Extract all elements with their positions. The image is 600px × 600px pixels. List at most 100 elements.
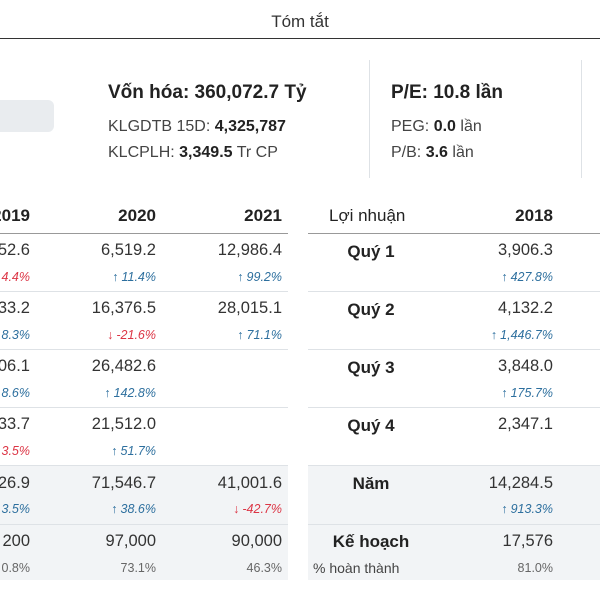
- revenue-cell: 33.2: [0, 299, 30, 317]
- change-text: 1,446.7%: [500, 328, 553, 342]
- tab-underline: [0, 38, 600, 39]
- change-text: 142.8%: [113, 386, 156, 400]
- revenue-cell: 97,000: [105, 532, 156, 550]
- plan-value: 17,576: [502, 532, 553, 550]
- profit-change: ↑ 1,446.7%: [491, 328, 553, 342]
- profit-header-label: Lợi nhuận: [329, 206, 406, 225]
- change-text: 46.3%: [246, 561, 282, 575]
- profit-total-shade: [308, 466, 600, 580]
- arrow-down-icon: ↓: [107, 328, 114, 342]
- revenue-cell: 200: [2, 532, 30, 550]
- change-text: 3.5%: [1, 502, 31, 516]
- klgdtb-line: KLGDTB 15D: 4,325,787: [108, 118, 286, 136]
- summary-tab-title[interactable]: Tóm tắt: [271, 12, 329, 31]
- change-text: 99.2%: [246, 270, 282, 284]
- revenue-change: ↓ -42.7%: [233, 502, 282, 516]
- revenue-change: ↓3.5%: [0, 444, 31, 458]
- revenue-change: ↑ 71.1%: [237, 328, 282, 342]
- peg-line: PEG: 0.0 lần: [391, 118, 482, 136]
- change-text: 427.8%: [510, 270, 553, 284]
- klcplh-unit: Tr CP: [236, 144, 278, 161]
- row-divider: [0, 465, 288, 466]
- revenue-cell: 52.6: [0, 241, 30, 259]
- revenue-change: ↑ 38.6%: [111, 502, 156, 516]
- revenue-cell: 16,376.5: [91, 299, 156, 317]
- market-cap: Vốn hóa: 360,072.7 Tỷ: [108, 82, 307, 103]
- arrow-up-icon: ↑: [104, 386, 111, 400]
- change-text: 0.8%: [1, 561, 31, 575]
- change-text: 8.6%: [1, 386, 31, 400]
- klgdtb-value: 4,325,787: [214, 118, 286, 135]
- revenue-cell: 90,000: [231, 532, 282, 550]
- year-header-2019[interactable]: 2019: [0, 206, 30, 225]
- change-text: -42.7%: [242, 502, 282, 516]
- arrow-up-icon: ↑: [501, 270, 508, 284]
- change-text: 4.4%: [1, 270, 31, 284]
- profit-change: ↑ 913.3%: [501, 502, 553, 516]
- profit-header-rule: [308, 233, 600, 234]
- row-divider: [308, 349, 600, 350]
- klgdtb-label: KLGDTB 15D:: [108, 118, 211, 135]
- profit-row-label: Quý 2: [347, 300, 395, 319]
- completion-label: % hoàn thành: [313, 560, 400, 576]
- profit-change: ↑ 427.8%: [501, 270, 553, 284]
- arrow-up-icon: ↑: [112, 270, 119, 284]
- revenue-change: ↑8.6%: [0, 386, 31, 400]
- profit-change: ↑ 175.7%: [501, 386, 553, 400]
- row-divider: [0, 291, 288, 292]
- revenue-cell: 26.9: [0, 474, 30, 492]
- pb-unit: lần: [452, 144, 474, 161]
- arrow-up-icon: ↑: [490, 328, 498, 342]
- row-divider: [0, 524, 288, 525]
- change-text: 175.7%: [510, 386, 553, 400]
- row-divider: [0, 349, 288, 350]
- revenue-cell: 71,546.7: [91, 474, 156, 492]
- revenue-change: ↑8.3%: [0, 328, 31, 342]
- profit-row-label: Năm: [352, 474, 390, 493]
- pb-line: P/B: 3.6 lần: [391, 144, 474, 162]
- arrow-up-icon: ↑: [111, 502, 118, 516]
- year-header-2020[interactable]: 2020: [118, 206, 156, 225]
- search-pill[interactable]: [0, 100, 54, 132]
- revenue-change: ↑ 99.2%: [237, 270, 282, 284]
- klcplh-label: KLCPLH:: [108, 144, 175, 161]
- summary-divider-right: [581, 60, 582, 178]
- pb-label: P/B:: [391, 144, 422, 161]
- row-divider: [308, 407, 600, 408]
- revenue-change: ↑3.5%: [0, 502, 31, 516]
- revenue-change: 73.1%: [121, 561, 156, 575]
- plan-label: Kế hoạch: [332, 532, 410, 551]
- year-header-2021[interactable]: 2021: [244, 206, 282, 225]
- profit-year-header[interactable]: 2018: [515, 206, 553, 225]
- completion-value: 81.0%: [517, 561, 553, 575]
- row-divider: [308, 465, 600, 466]
- arrow-up-icon: ↑: [501, 386, 508, 400]
- arrow-up-icon: ↑: [501, 502, 508, 516]
- change-text: 71.1%: [246, 328, 282, 342]
- revenue-change: 46.3%: [247, 561, 282, 575]
- klcplh-line: KLCPLH: 3,349.5 Tr CP: [108, 144, 278, 162]
- revenue-cell: 28,015.1: [217, 299, 282, 317]
- profit-row-label: Quý 4: [347, 416, 395, 435]
- revenue-change: 0.8%: [2, 561, 31, 575]
- revenue-change: ↑ 142.8%: [104, 386, 156, 400]
- change-text: 73.1%: [120, 561, 156, 575]
- pe-ratio: P/E: 10.8 lần: [391, 82, 503, 103]
- change-text: 51.7%: [120, 444, 156, 458]
- pb-value: 3.6: [425, 144, 448, 161]
- revenue-change: ↓ -21.6%: [107, 328, 156, 342]
- klcplh-value: 3,349.5: [179, 144, 233, 161]
- arrow-up-icon: ↑: [111, 444, 118, 458]
- summary-divider: [369, 60, 370, 178]
- left-total-shade: [0, 466, 288, 580]
- peg-unit: lần: [460, 118, 482, 135]
- arrow-up-icon: ↑: [237, 270, 244, 284]
- row-divider: [0, 407, 288, 408]
- profit-cell: 2,347.1: [497, 415, 553, 433]
- row-divider: [308, 291, 600, 292]
- revenue-cell: 21,512.0: [91, 415, 156, 433]
- profit-cell: 3,848.0: [497, 357, 553, 375]
- row-divider: [308, 524, 600, 525]
- arrow-up-icon: ↑: [237, 328, 244, 342]
- change-text: 11.4%: [121, 270, 156, 284]
